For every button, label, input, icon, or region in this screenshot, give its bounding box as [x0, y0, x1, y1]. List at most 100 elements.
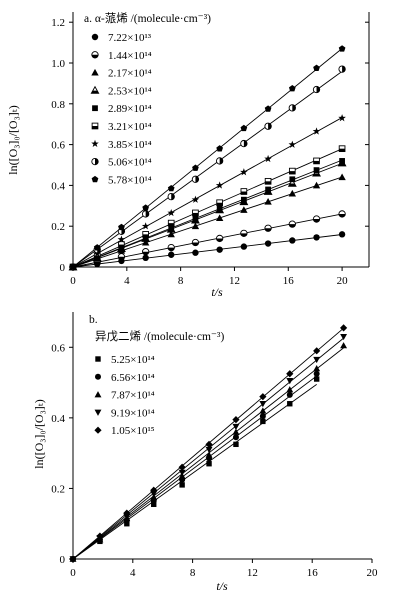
point-a-3-9 [264, 198, 272, 205]
point-a-8-10 [288, 104, 296, 112]
point-a-6-11 [313, 157, 320, 165]
point-a-3-7 [215, 214, 224, 221]
fit-line-a-5 [72, 159, 343, 268]
y-tick-label: 0.2 [51, 483, 65, 495]
x-tick-label: 4 [130, 567, 136, 579]
point-a-1-10 [289, 237, 296, 244]
point-b-5-10 [313, 347, 321, 355]
legend-marker-a-7 [91, 139, 99, 148]
legend-label-a-3: 2.17×10¹⁴ [108, 68, 152, 80]
point-a-3-5 [167, 230, 175, 238]
point-a-8-5 [167, 192, 175, 201]
x-tick-label: 16 [307, 567, 319, 579]
point-a-6-7 [216, 199, 223, 207]
fit-line-a-2 [72, 213, 343, 268]
y-axis-label-b: ln([O₃]₀/[O₃]ₜ) [32, 399, 46, 469]
fit-line-b-1 [72, 383, 317, 560]
point-b-3-9 [286, 386, 294, 393]
point-a-6-3 [118, 241, 125, 248]
point-a-5-6 [192, 215, 199, 221]
point-a-7-9 [264, 154, 272, 163]
point-b-1-7 [233, 441, 239, 448]
point-a-1-6 [192, 249, 199, 256]
y-tick-label: 0 [60, 554, 66, 566]
point-b-5-2 [96, 532, 104, 540]
y-tick-label: 1.2 [51, 17, 65, 29]
point-a-2-6 [191, 238, 200, 247]
legend-marker-a-1 [91, 33, 99, 41]
y-axis-label-a: ln([O₃]₀/[O₃]ₜ) [6, 105, 20, 175]
point-a-8-11 [312, 85, 321, 94]
point-a-7-7 [215, 181, 224, 189]
legend-marker-a-5 [92, 105, 98, 112]
point-a-7-10 [288, 140, 297, 148]
point-a-7-8 [240, 168, 248, 176]
point-a-6-12 [338, 145, 346, 153]
point-a-6-10 [288, 167, 296, 175]
point-a-3-4 [141, 238, 150, 246]
point-a-7-6 [191, 195, 200, 203]
x-tick-label: 12 [229, 275, 240, 287]
point-b-1-4 [151, 501, 157, 508]
point-a-1-12 [338, 231, 346, 238]
point-b-5-11 [339, 324, 348, 332]
points-b [69, 324, 348, 563]
point-a-5-8 [240, 196, 247, 203]
point-b-4-6 [205, 446, 213, 454]
point-b-1-8 [260, 418, 266, 425]
legend-marker-a-3 [91, 68, 99, 76]
point-a-9-10 [288, 84, 296, 92]
legend-label-a-8: 5.06×10¹⁴ [108, 157, 152, 169]
point-a-7-12 [338, 114, 346, 122]
point-a-1-4 [142, 254, 149, 262]
legend-marker-b-1 [95, 356, 101, 362]
point-a-8-6 [191, 175, 200, 183]
point-b-5-8 [259, 393, 267, 401]
legend-marker-a-9 [91, 175, 99, 183]
point-b-3-6 [205, 451, 213, 458]
legend-label-b-5: 1.05×10¹⁵ [111, 425, 155, 437]
point-a-9-12 [338, 45, 346, 52]
point-a-2-7 [216, 234, 224, 243]
point-b-1-9 [287, 401, 293, 407]
point-b-2-10 [313, 370, 320, 377]
point-a-2-5 [167, 243, 175, 252]
point-a-7-2 [93, 249, 102, 257]
y-tick-label: 0.6 [51, 342, 65, 354]
point-a-6-9 [264, 177, 272, 185]
y-tick-label: 0.6 [51, 140, 65, 152]
point-a-6-6 [192, 209, 199, 217]
fit-line-a-6 [72, 148, 343, 268]
x-axis-label-a: t/s [211, 285, 223, 299]
point-b-5-5 [178, 463, 186, 471]
y-tick-label: 0.2 [51, 221, 65, 233]
x-tick-label: 12 [247, 567, 258, 579]
point-b-5-7 [232, 416, 240, 424]
fit-line-b-2 [72, 375, 317, 560]
points-a [68, 45, 347, 271]
legend-label-a-2: 1.44×10¹⁴ [108, 50, 152, 62]
ticks-a: 0 4 8 12 16 20 0 0.2 0.4 0.6 0.8 1.0 1.2 [51, 17, 369, 287]
point-a-6-5 [167, 219, 175, 227]
point-a-6-8 [240, 188, 248, 195]
point-b-5-4 [150, 486, 158, 494]
legend-a: 7.22×10¹³ 1.44×10¹⁴ 2.17×10¹⁴ 2.53×10¹⁴ 2.89… [90, 32, 152, 186]
point-a-4-10 [287, 178, 297, 187]
point-a-9-5 [167, 184, 175, 192]
point-a-5-12 [339, 158, 345, 164]
fit-line-a-1 [72, 234, 343, 268]
y-tick-label: 1.0 [51, 58, 65, 70]
point-a-9-8 [240, 124, 248, 132]
point-b-4-3 [123, 513, 131, 521]
point-b-2-7 [232, 434, 239, 441]
point-b-5-1 [69, 555, 77, 563]
point-a-8-8 [240, 139, 248, 148]
ticks-b: 0 4 8 12 16 20 0 0.2 0.4 0.6 [51, 342, 378, 579]
point-a-3-8 [240, 206, 248, 213]
point-a-9-9 [264, 105, 272, 112]
point-a-7-4 [141, 222, 150, 230]
point-a-1-7 [216, 246, 223, 253]
point-a-9-7 [216, 145, 224, 152]
fit-line-a-7 [72, 117, 343, 268]
